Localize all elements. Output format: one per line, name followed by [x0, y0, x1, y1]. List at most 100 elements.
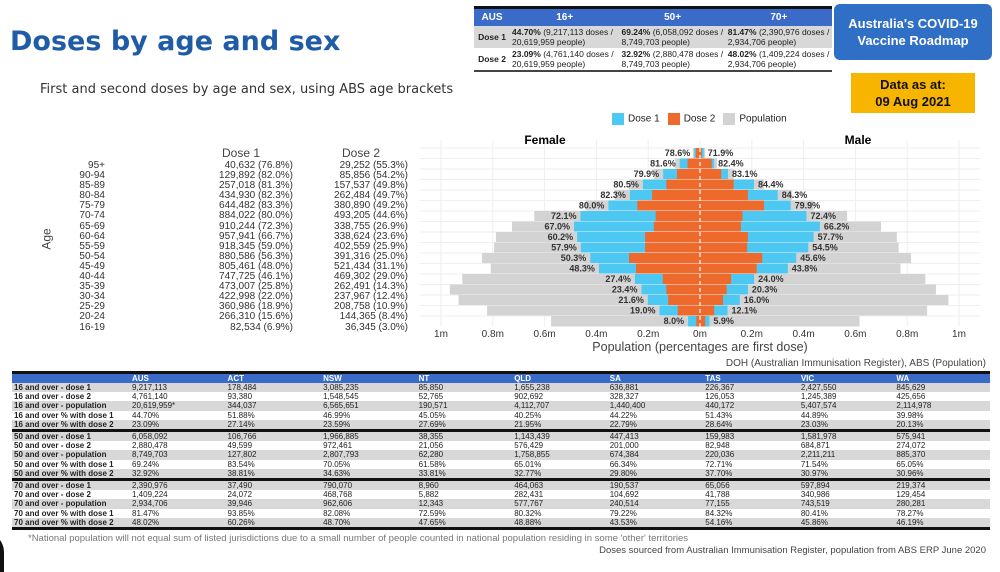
dose1-value: 82,534 (6.9%) — [230, 321, 293, 333]
dose1-value: 422,998 (22.0%) — [219, 291, 293, 303]
table-row: 50 and over - dose 1 6,058,092 106,766 1,96… — [12, 429, 990, 442]
summary-detail: (2,390,976 doses / 2,934,706 people) — [727, 26, 830, 47]
female-dose2-bar — [676, 169, 700, 180]
male-dose2-bar — [700, 148, 702, 159]
table-cell: 190,537 — [607, 478, 704, 491]
row-label: 70 and over - population — [12, 499, 130, 509]
table-cell: 33.81% — [416, 468, 513, 480]
female-population-bar — [458, 295, 700, 306]
summary-detail: (1,409,224 doses / 2,934,706 people) — [727, 48, 830, 69]
dose1-header: Dose 1 — [222, 146, 261, 160]
age-row: 20-24 266,310 (15.6%) 144,365 (8.4%) — [60, 312, 408, 322]
summary-cell: 48.02% (1,409,224 doses / 2,934,706 peop… — [726, 48, 832, 71]
row-label: 50 and over % with dose 1 — [14, 459, 114, 469]
table-cell: 4,112,707 — [512, 401, 608, 411]
table-row: 16 and over - dose 1 9,217,113 178,484 3,08… — [12, 383, 990, 393]
table-cell: 674,384 — [607, 450, 704, 460]
table-cell: 52,765 — [418, 392, 444, 402]
table-row: 70 and over - dose 2 1,409,224 24,072 468,7… — [12, 490, 990, 499]
male-dose2-bar — [700, 158, 712, 169]
dose1-value: 360,986 (18.9%) — [219, 301, 293, 313]
table-cell: 39,946 — [225, 499, 322, 509]
table-cell: 61.58% — [418, 459, 446, 469]
table-cell: 23.03% — [798, 419, 895, 431]
summary-row-label: Dose 1 — [474, 25, 510, 48]
table-cell: 45.86% — [798, 517, 895, 529]
table-cell: 468,768 — [323, 490, 353, 500]
table-cell: 790,070 — [321, 478, 417, 491]
summary-cell: 69.24% (6,058,092 doses / 8,749,703 peop… — [619, 25, 726, 48]
age-row: 60-64 957,941 (66.7%) 338,624 (23.6%) — [60, 230, 408, 242]
legend-dose2-label: Dose 2 — [683, 113, 716, 125]
female-dose2-bar — [668, 295, 700, 306]
table-cell: 49,599 — [227, 441, 253, 451]
table-cell: 48.02% — [130, 517, 226, 529]
female-dose2-bar — [629, 253, 700, 264]
table-cell: 240,514 — [607, 499, 704, 509]
table-cell: 32.92% — [130, 468, 226, 480]
age-bracket: 30-34 — [79, 291, 105, 303]
table-row: 16 and over % with dose 1 44.70% 51.88% 46.… — [12, 411, 990, 420]
table-cell: 41,788 — [705, 490, 730, 500]
table-cell: 69.24% — [132, 459, 160, 469]
row-label: 16 and over - dose 2 — [14, 392, 91, 402]
dose1-value: 40,632 (76.8%) — [224, 160, 293, 171]
jurisdiction-header: NSW — [321, 372, 417, 383]
male-dose1-label: 82.4% — [718, 159, 744, 169]
table-cell: 4,761,140 — [132, 392, 168, 402]
summary-cell: 81.47% (2,390,976 doses / 2,934,706 peop… — [725, 25, 832, 48]
male-dose1-label: 43.8% — [792, 264, 818, 274]
age-row: 95+ 40,632 (76.8%) 29,252 (55.3%) — [60, 160, 408, 171]
page-title: Doses by age and sex — [10, 26, 341, 57]
age-axis-label: Age — [39, 228, 54, 250]
female-dose2-bar — [652, 190, 700, 201]
table-cell: 22.79% — [607, 419, 704, 431]
row-label: 70 and over - dose 1 — [12, 478, 130, 491]
female-dose1-label: 60.2% — [548, 232, 574, 242]
table-cell: 2,934,706 — [130, 499, 226, 509]
table-cell: 71.54% — [800, 459, 828, 469]
summary-pct: 48.02% — [727, 48, 757, 59]
female-dose1-bar — [580, 211, 700, 222]
age-row: 80-84 434,930 (82.3%) 262,484 (49.7%) — [60, 191, 408, 201]
female-dose1-label: 8.0% — [664, 316, 685, 326]
dose1-value: 129,892 (82.0%) — [219, 170, 293, 182]
female-dose2-bar — [645, 242, 700, 253]
table-cell: 684,871 — [800, 441, 830, 451]
table-row: 70 and over % with dose 1 81.47% 93.85% 82.… — [12, 509, 990, 518]
dose2-value: 338,624 (23.6%) — [334, 230, 408, 242]
summary-detail: (9,217,113 doses / 20,619,959 people) — [512, 26, 613, 47]
table-cell: 447,413 — [607, 429, 704, 442]
roadmap-button[interactable]: Australia's COVID-19 Vaccine Roadmap — [834, 4, 992, 60]
table-cell: 45.05% — [418, 410, 446, 420]
male-dose1-label: 54.5% — [812, 243, 838, 253]
male-dose1-bar — [700, 148, 704, 159]
table-row: 70 and over - dose 1 2,390,976 37,490 790,0… — [12, 478, 990, 491]
table-cell: 60.26% — [225, 517, 322, 529]
table-cell: 962,606 — [321, 499, 417, 509]
table-cell: 577,767 — [512, 499, 608, 509]
page-subtitle: First and second doses by age and sex, u… — [40, 82, 454, 97]
table-cell: 274,072 — [896, 441, 926, 451]
table-cell: 28.64% — [703, 419, 799, 431]
table-cell: 344,037 — [225, 401, 322, 411]
table-cell: 38.81% — [225, 468, 322, 480]
male-dose1-label: 16.0% — [744, 295, 770, 305]
row-label: 50 and over - population — [12, 450, 130, 460]
male-dose1-label: 20.3% — [752, 285, 778, 295]
summary-detail: (4,761,140 doses / 20,619,959 people) — [512, 48, 614, 69]
age-row: 30-34 422,998 (22.0%) 237,967 (12.4%) — [60, 292, 408, 302]
dose2-value: 262,491 (14.3%) — [334, 281, 408, 293]
table-cell: 62,280 — [416, 450, 513, 460]
table-cell: 20,619,959* — [130, 401, 226, 411]
table-cell: 29.80% — [607, 468, 704, 480]
summary-header: 50+ — [619, 7, 726, 26]
age-bracket: 90-94 — [79, 170, 105, 182]
dose1-value: 257,018 (81.3%) — [219, 180, 293, 192]
x-tick-label: 0.6m — [533, 329, 555, 340]
table-cell: 1,409,224 — [132, 490, 168, 500]
table-cell: 104,692 — [609, 490, 639, 500]
table-row: 16 and over - population 20,619,959* 344,0… — [12, 401, 990, 411]
table-cell: 77,155 — [703, 499, 799, 509]
male-dose2-bar — [700, 263, 757, 274]
